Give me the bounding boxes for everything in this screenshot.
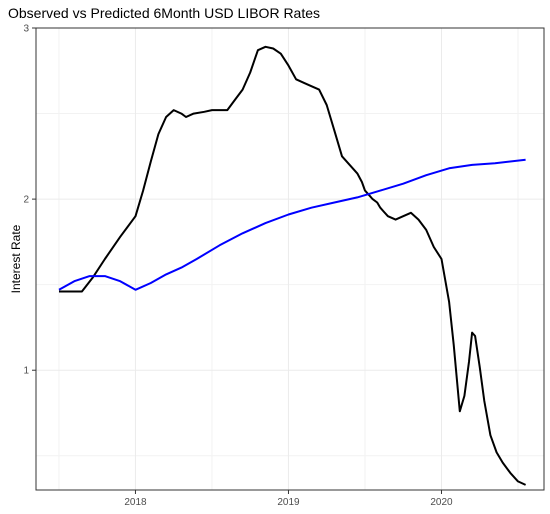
y-axis: 1 2 3 bbox=[23, 24, 36, 377]
minor-gridlines bbox=[36, 28, 544, 490]
x-axis: 2018 2019 2020 bbox=[124, 490, 453, 508]
plot-border bbox=[35, 27, 545, 491]
observed-series-line bbox=[59, 45, 527, 486]
x-tick-label: 2018 bbox=[124, 497, 147, 508]
y-tick-label: 3 bbox=[23, 24, 29, 35]
major-gridlines bbox=[36, 27, 544, 490]
y-tick-label: 2 bbox=[23, 195, 29, 206]
y-axis-label: Interest Rate bbox=[9, 224, 23, 293]
series-layer bbox=[58, 45, 527, 486]
x-tick-label: 2020 bbox=[430, 497, 453, 508]
x-tick-label: 2019 bbox=[277, 497, 300, 508]
chart-title: Observed vs Predicted 6Month USD LIBOR R… bbox=[8, 5, 320, 21]
predicted-series-line bbox=[58, 158, 526, 291]
y-tick-label: 1 bbox=[23, 366, 29, 377]
